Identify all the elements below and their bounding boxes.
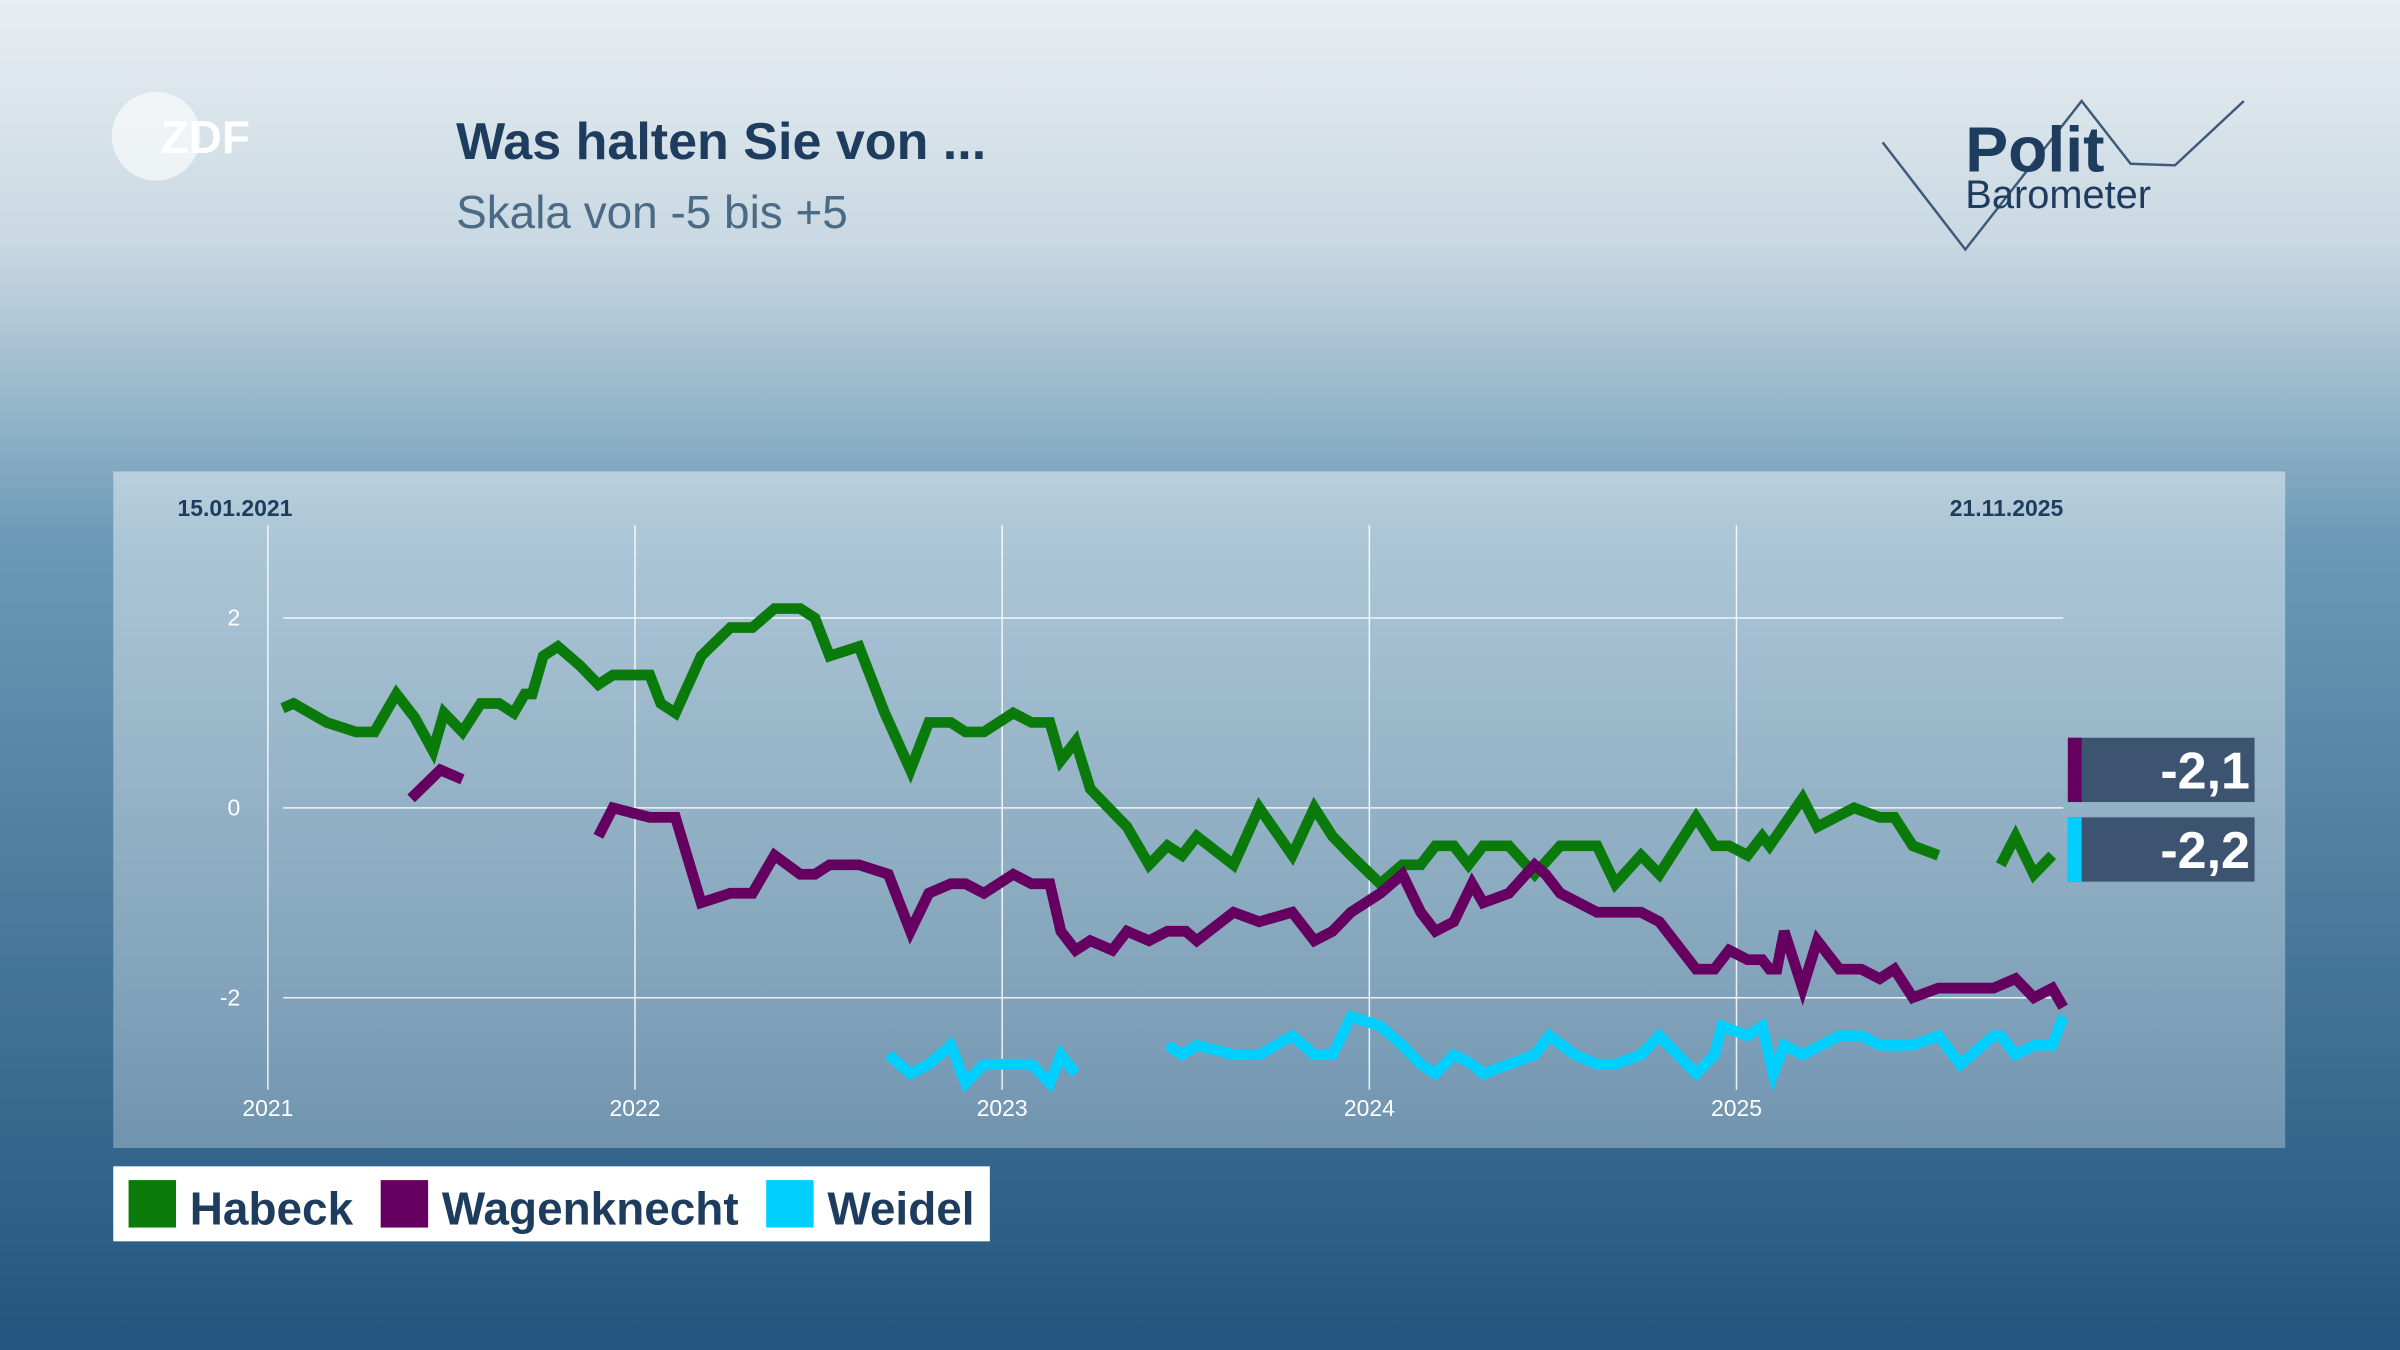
- program-logo-bottom: Barometer: [1965, 173, 2151, 217]
- y-tick-label: 2: [228, 605, 241, 631]
- end-labels: -2,1 -2,2: [2067, 737, 2255, 882]
- legend-swatch: [766, 1180, 814, 1228]
- y-tick-label: 0: [228, 795, 241, 821]
- logo-circle: [111, 91, 201, 181]
- y-tick-label: -2: [220, 984, 240, 1010]
- x-tick-label: 2023: [977, 1095, 1028, 1121]
- series-line: [280, 603, 2057, 894]
- plot: [280, 603, 2069, 1093]
- x-tick-label: 2021: [242, 1095, 293, 1121]
- chart-title: Was halten Sie von ...: [456, 113, 986, 171]
- end-label-box: [2067, 817, 2255, 882]
- program-logo-lines: [1881, 99, 2245, 252]
- chart-panel: [113, 471, 2286, 1148]
- x-tick-label: 2024: [1344, 1095, 1395, 1121]
- end-label: -2,2: [2160, 822, 2250, 880]
- start-date: 15.01.2021: [178, 495, 293, 521]
- chart-subtitle: Skala von -5 bis +5: [456, 186, 848, 238]
- end-label-swatch: [2067, 737, 2082, 803]
- legend: Habeck Wagenknecht Weidel: [113, 1166, 990, 1242]
- legend-swatch: [380, 1180, 429, 1228]
- end-label-swatch: [2067, 817, 2082, 882]
- legend-box: [113, 1166, 990, 1242]
- end-date: 21.11.2025: [1950, 495, 2064, 521]
- grid: -2 0 2 2021 2022 2023 2024 2025: [220, 525, 2064, 1121]
- legend-label: Habeck: [190, 1182, 354, 1234]
- program-logo-top: Polit: [1965, 113, 2104, 185]
- x-tick-label: 2025: [1711, 1095, 1762, 1121]
- end-label: -2,1: [2160, 742, 2250, 800]
- x-tick-label: 2022: [610, 1095, 661, 1121]
- series-line: [884, 1010, 2069, 1093]
- end-label-box: [2067, 737, 2255, 803]
- legend-label: Weidel: [827, 1182, 974, 1234]
- broadcaster-logo: ZDF: [161, 111, 250, 163]
- legend-label: Wagenknecht: [442, 1182, 739, 1234]
- series-line: [407, 763, 2068, 1010]
- legend-swatch: [128, 1180, 177, 1228]
